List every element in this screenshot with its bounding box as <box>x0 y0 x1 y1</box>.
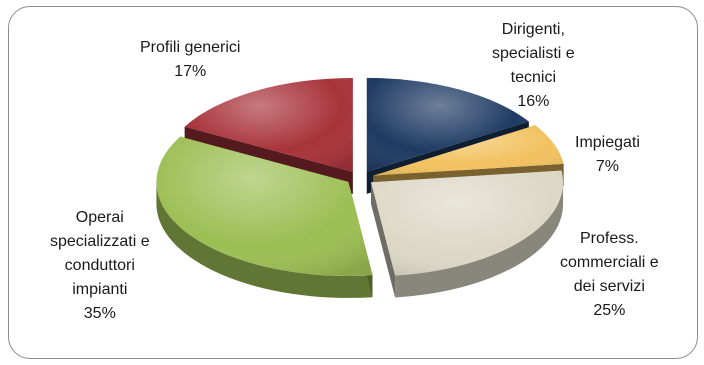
label-profess: Profess. commerciali e dei servizi 25% <box>560 230 659 319</box>
chart-frame <box>8 6 698 359</box>
slice-4-outer-wall <box>156 181 373 298</box>
label-impiegati: Impiegati 7% <box>575 134 640 175</box>
pie-slice-2-gloss <box>373 125 564 176</box>
pie-slice-4-gloss <box>156 136 373 276</box>
pie-slice-1-gloss <box>366 77 529 172</box>
slice-3-outer-wall <box>395 182 564 298</box>
pie-slice-5-gloss <box>184 77 353 172</box>
label-dirigenti: Dirigenti, specialisti e tecnici 16% <box>492 21 575 110</box>
label-profili: Profili generici 17% <box>140 39 241 80</box>
pie-slice-3-gloss <box>371 170 564 276</box>
slice-3-cut-wall-2 <box>371 182 396 298</box>
pie-slices <box>156 77 564 276</box>
label-operai: Operai specializzati e conduttori impian… <box>50 209 150 322</box>
